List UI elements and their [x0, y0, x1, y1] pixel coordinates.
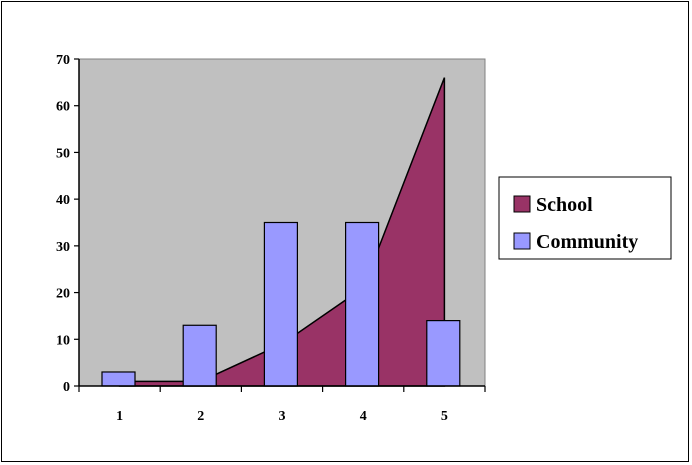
community-bar — [182, 324, 217, 387]
y-tick-label: 0 — [63, 380, 70, 395]
x-tick-label: 2 — [197, 409, 204, 424]
community-bars-layer — [101, 221, 461, 387]
y-tick-label: 20 — [56, 287, 70, 302]
legend-label-community: Community — [536, 231, 638, 253]
legend-label-school: School — [536, 194, 593, 216]
y-tick-label: 50 — [56, 146, 70, 161]
y-tick-label: 70 — [56, 53, 70, 68]
y-tick-label: 10 — [56, 333, 70, 348]
y-tick-label: 30 — [56, 240, 70, 255]
x-tick-label: 4 — [360, 409, 367, 424]
x-tick-labels: 1 2 3 4 5 — [78, 386, 486, 424]
y-tick-label: 60 — [56, 100, 70, 115]
x-tick-label: 3 — [279, 409, 286, 424]
community-bar — [101, 371, 136, 387]
community-bar — [345, 221, 380, 387]
legend-swatch-community — [513, 232, 531, 250]
community-bar — [426, 320, 461, 387]
legend-swatch-school — [513, 195, 531, 213]
axes — [78, 59, 485, 387]
community-bar — [263, 221, 298, 387]
legend: School Community — [498, 176, 672, 260]
y-tick-labels: 0 10 20 30 40 50 60 70 — [56, 53, 79, 395]
x-tick-label: 5 — [441, 409, 448, 424]
x-tick-label: 1 — [116, 409, 123, 424]
y-tick-label: 40 — [56, 193, 70, 208]
